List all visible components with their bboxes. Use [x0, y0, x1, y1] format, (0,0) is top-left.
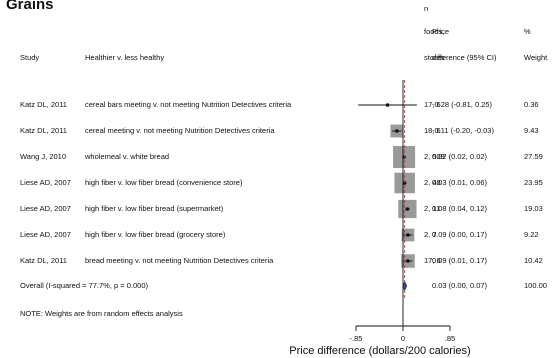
row-comparison: high fiber v. low fiber bread (convenien…	[85, 178, 243, 187]
row-ci-text: 0.02 (0.02, 0.02)	[432, 152, 488, 161]
row-weight-text: 9.43	[524, 126, 539, 135]
row-ci-text: -0.11 (-0.20, -0.03)	[432, 126, 494, 135]
point-estimate	[395, 129, 399, 133]
overall-label: Overall (I-squared = 77.7%, p = 0.000)	[20, 281, 148, 290]
header-comparison: Healthier v. less healthy	[85, 53, 164, 62]
point-estimate	[406, 259, 410, 263]
x-axis-label: Price difference (dollars/200 calories)	[289, 345, 470, 357]
row-ci-text: 0.09 (0.01, 0.17)	[432, 256, 488, 265]
row-ci-text: 0.08 (0.04, 0.12)	[432, 204, 488, 213]
header-n-line1: n	[424, 4, 428, 13]
row-ci-text: -0.28 (-0.81, 0.25)	[432, 100, 493, 109]
row-weight-text: 23.95	[524, 178, 543, 187]
row-comparison: cereal meeting v. not meeting Nutrition …	[85, 126, 275, 135]
header-weight-line2: Weight	[524, 53, 548, 62]
row-study: Katz DL, 2011	[20, 100, 67, 109]
row-comparison: bread meeting v. not meeting Nutrition D…	[85, 256, 274, 265]
row-study: Katz DL, 2011	[20, 256, 67, 265]
row-study: Katz DL, 2011	[20, 126, 67, 135]
x-tick-label: -.85	[350, 334, 363, 343]
header-price-line2: difference (95% CI)	[432, 53, 497, 62]
row-weight-text: 0.36	[524, 100, 539, 109]
row-weight-text: 19.03	[524, 204, 543, 213]
row-weight-text: 9.22	[524, 230, 539, 239]
header-price-line1: Price	[432, 27, 449, 36]
overall-ci-text: 0.03 (0.00, 0.07)	[432, 281, 488, 290]
row-study: Liese AD, 2007	[20, 204, 71, 213]
point-estimate	[406, 233, 410, 237]
x-axis-ticks: -.85 0 .85	[350, 326, 456, 343]
note-text: NOTE: Weights are from random effects an…	[20, 309, 183, 318]
row-ci-text: 0.03 (0.01, 0.06)	[432, 178, 488, 187]
row-study: Liese AD, 2007	[20, 178, 71, 187]
row-study: Wang J, 2010	[20, 152, 66, 161]
row-comparison: high fiber v. low fiber bread (supermark…	[85, 204, 224, 213]
x-tick-label: 0	[401, 334, 405, 343]
header-study: Study	[20, 53, 39, 62]
row-ci-text: 0.09 (0.00, 0.17)	[432, 230, 488, 239]
row-study: Liese AD, 2007	[20, 230, 71, 239]
point-estimate	[406, 207, 410, 211]
row-comparison: wholemeal v. white bread	[84, 152, 169, 161]
x-tick-label: .85	[445, 334, 455, 343]
chart-title: Grains	[6, 0, 54, 13]
overall-weight-text: 100.00	[524, 281, 547, 290]
point-estimate	[386, 103, 390, 107]
study-rows: Katz DL, 2011 cereal bars meeting v. not …	[20, 100, 543, 268]
row-comparison: cereal bars meeting v. not meeting Nutri…	[85, 100, 292, 109]
row-weight-text: 27.59	[524, 152, 543, 161]
row-comparison: high fiber v. low fiber bread (grocery s…	[85, 230, 226, 239]
header-weight-line1: %	[524, 27, 531, 36]
row-weight-text: 10.42	[524, 256, 543, 265]
